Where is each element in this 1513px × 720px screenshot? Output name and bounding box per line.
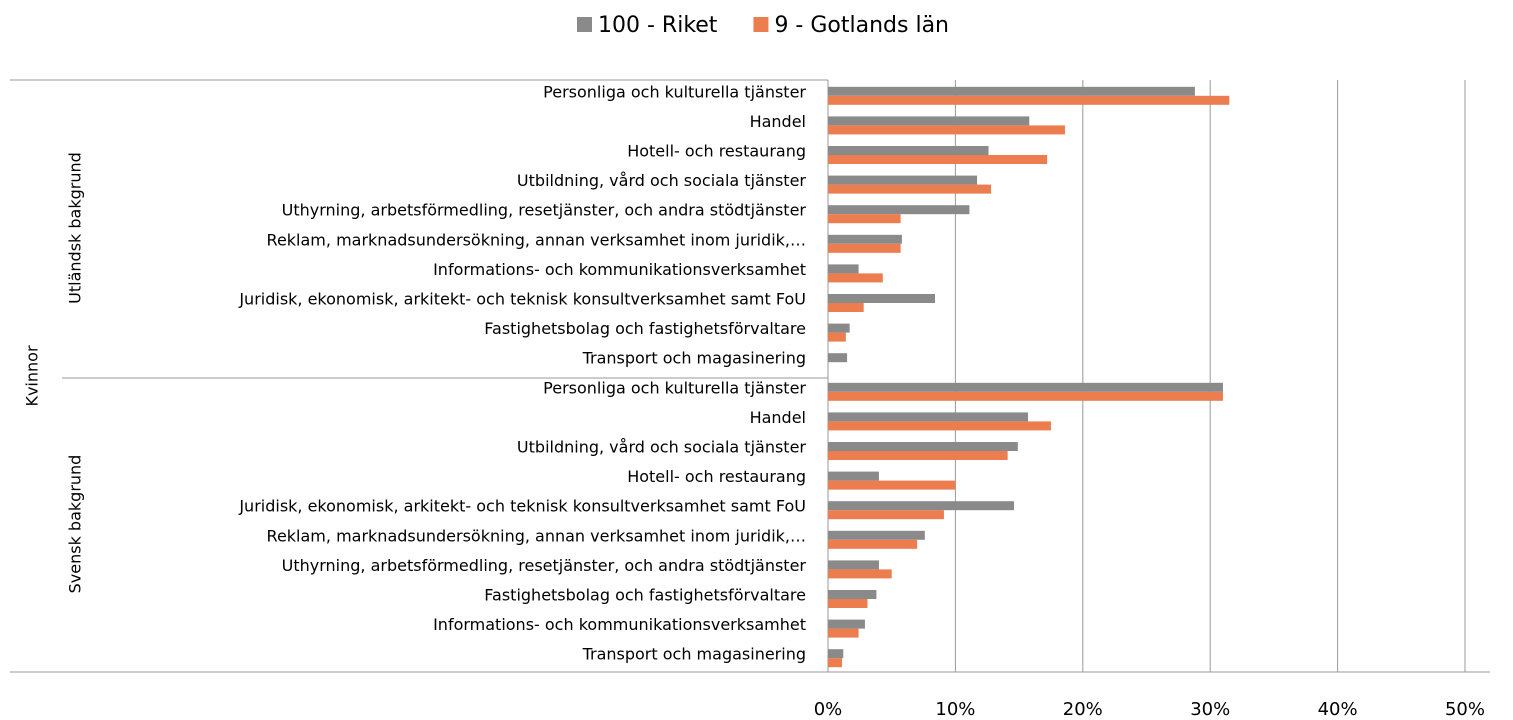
x-tick-label: 50% [1445,699,1485,720]
group-label: Svensk bakgrund [66,455,85,594]
group-label: Utländsk bakgrund [66,152,85,304]
bar [828,501,1015,511]
category-label: Utbildning, vård och sociala tjänster [517,438,806,457]
bar [828,294,936,303]
bar [828,510,944,520]
bar [828,590,877,599]
category-label: Transport och magasinering [582,349,806,368]
category-label: Transport och magasinering [582,645,806,664]
bar [828,175,978,185]
x-tick-label: 40% [1318,699,1358,720]
category-label: Fastighetsbolag och fastighetsförvaltare [484,586,806,605]
bar [828,480,956,490]
bar [828,569,892,579]
category-label: Personliga och kulturella tjänster [543,82,806,101]
bar [828,560,879,570]
bar [828,155,1048,164]
bar [828,273,883,283]
bar [828,332,846,342]
x-tick-label: 0% [814,699,843,720]
bar [828,86,1195,96]
bar [828,649,844,659]
category-label: Utbildning, vård och sociala tjänster [517,171,806,190]
category-label: Uthyrning, arbetsförmedling, resetjänste… [282,201,807,220]
category-label: Uthyrning, arbetsförmedling, resetjänste… [282,556,807,575]
legend-label: 100 - Riket [598,13,718,38]
bar [828,599,868,608]
bar [828,451,1008,460]
category-label: Reklam, marknadsundersökning, annan verk… [267,230,806,249]
bar [828,264,859,274]
category-label: Personliga och kulturella tjänster [543,378,806,397]
bar [828,125,1065,135]
legend-swatch [753,17,769,32]
bar [828,214,901,224]
bar [828,421,1051,431]
bar [828,628,859,638]
bar [828,539,918,549]
bar [828,442,1018,451]
outer-group-label: Kvinnor [23,345,42,406]
bar [828,382,1223,392]
x-tick-label: 20% [1063,699,1103,720]
bar [828,530,925,540]
category-label: Informations- och kommunikationsverksamh… [433,615,806,634]
bar [828,658,843,668]
bar [828,619,865,629]
x-tick-label: 10% [935,699,975,720]
category-label: Reklam, marknadsundersökning, annan verk… [267,526,806,545]
bar [828,146,989,155]
bar [828,412,1029,422]
bar [828,471,879,481]
category-label: Juridisk, ekonomisk, arkitekt- och tekni… [238,290,806,309]
category-label: Hotell- och restaurang [627,142,806,161]
category-label: Informations- och kommunikationsverksamh… [433,260,806,279]
bar [828,323,850,333]
bar [828,116,1030,126]
category-label: Juridisk, ekonomisk, arkitekt- och tekni… [238,497,806,516]
bar [828,391,1223,401]
bar [828,243,901,253]
x-tick-label: 30% [1190,699,1230,720]
category-label: Handel [750,408,806,427]
category-label: Fastighetsbolag och fastighetsförvaltare [484,319,806,338]
legend-label: 9 - Gotlands län [774,13,949,38]
bar [828,95,1230,105]
bar [828,353,848,363]
category-label: Handel [750,112,806,131]
bar [828,205,970,215]
bar [828,184,992,194]
bar [828,234,902,244]
category-label: Hotell- och restaurang [627,467,806,486]
legend-swatch [577,17,592,32]
bar [828,303,864,312]
